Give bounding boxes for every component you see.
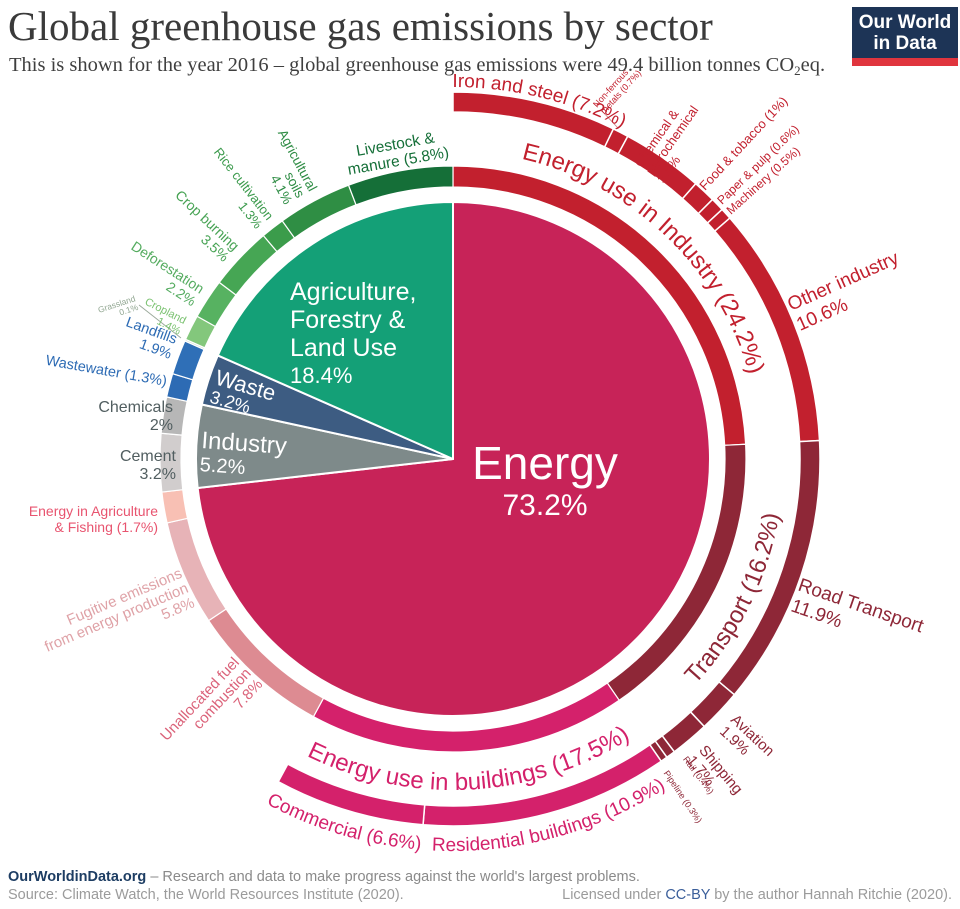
- non-ferrous-leader: [601, 110, 619, 129]
- footer: OurWorldinData.org – Research and data t…: [0, 869, 960, 903]
- footer-source: Source: Climate Watch, the World Resourc…: [8, 887, 404, 903]
- label-chem-petro: Chemical &petrochemical3.6%: [631, 95, 713, 186]
- grassland-leader: [138, 304, 182, 339]
- cc-by-link[interactable]: CC-BY: [665, 887, 711, 903]
- label-industry: Industry5.2%: [199, 427, 288, 482]
- footer-tagline: – Research and data to make progress aga…: [146, 869, 640, 885]
- footer-tagline-row: OurWorldinData.org – Research and data t…: [8, 869, 952, 885]
- footer-license-pre: Licensed under: [562, 887, 666, 903]
- subtitle-text: This is shown for the year 2016 – global…: [9, 54, 795, 76]
- pie-slice-agriculture-forestry-land-use: [216, 201, 454, 460]
- label-other-industry: Other industry10.6%: [784, 248, 911, 336]
- ring2-segment-commercial: [277, 763, 426, 826]
- label-cement: Cement 3.2%: [120, 448, 177, 483]
- subtitle-suffix: eq.: [800, 54, 826, 76]
- ring1-segment-livestock-manure: [347, 165, 454, 206]
- header: Global greenhouse gas emissions by secto…: [0, 0, 960, 79]
- label-fugitive: Fugitive emissionsfrom energy production…: [36, 565, 197, 670]
- subtitle-subscript: 2: [794, 63, 801, 78]
- footer-license-post: by the author Hannah Ritchie (2020).: [710, 887, 952, 903]
- label-energy: Energy 73.2%: [472, 437, 618, 522]
- subtitle: This is shown for the year 2016 – global…: [9, 54, 960, 79]
- page-title: Global greenhouse gas emissions by secto…: [8, 3, 713, 49]
- ring1-segment-energy-in-agriculture-fishing: [161, 489, 189, 524]
- label-energy-ag: Energy in Agriculture & Fishing (1.7%): [29, 503, 158, 535]
- label-crop-burning: Crop burning3.5%: [162, 187, 242, 265]
- footer-source-row: Source: Climate Watch, the World Resourc…: [8, 887, 952, 903]
- owid-logo-line1: Our World: [858, 12, 952, 33]
- label-chemicals: Chemicals 2%: [98, 399, 173, 434]
- owid-logo: Our World in Data: [852, 7, 958, 66]
- owid-site-link[interactable]: OurWorldinData.org: [8, 869, 147, 885]
- label-road-transport: Road Transport11.9%: [788, 575, 927, 659]
- footer-license: Licensed under CC-BY by the author Hanna…: [562, 887, 952, 903]
- owid-logo-line2: in Data: [873, 33, 937, 54]
- label-wastewater: Wastewater (1.3%): [44, 353, 168, 390]
- label-agriculture: Agriculture, Forestry & Land Use 18.4%: [290, 278, 416, 388]
